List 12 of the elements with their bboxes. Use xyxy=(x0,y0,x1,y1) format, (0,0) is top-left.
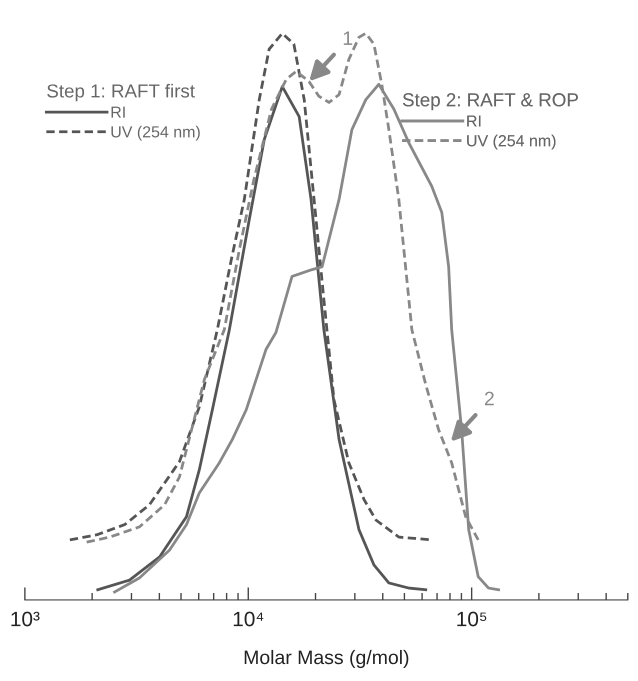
annotation: 2 xyxy=(484,392,494,406)
legend-label: UV (254 nm) xyxy=(111,126,200,141)
x-axis-title: Molar Mass (g/mol) xyxy=(244,650,408,668)
legend-label: UV (254 nm) xyxy=(467,134,556,150)
annotation: Step 2: RAFT & ROP xyxy=(402,93,578,110)
annotation: Step 1: RAFT first xyxy=(47,84,195,102)
x-tick-label: 10⁴ xyxy=(234,612,264,626)
legend-label: RI xyxy=(467,116,480,127)
annotation: 1 xyxy=(344,31,352,45)
x-tick-label: 10³ xyxy=(11,612,40,626)
x-tick-label: 10⁵ xyxy=(457,612,486,626)
legend-label: RI xyxy=(112,106,125,118)
